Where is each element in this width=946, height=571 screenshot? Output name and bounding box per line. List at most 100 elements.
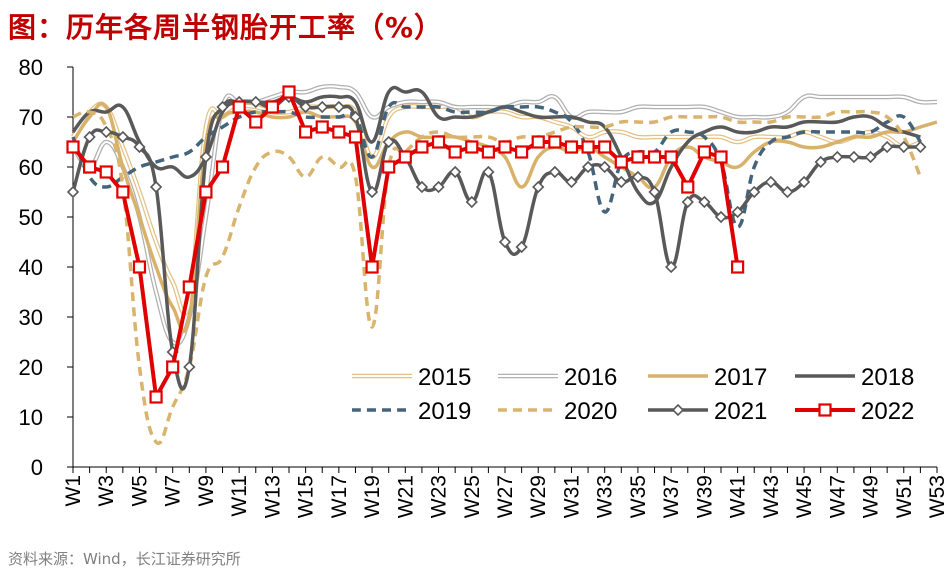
x-tick-label: W15 <box>295 475 318 518</box>
chart-title: 图：历年各周半钢胎开工率（%） <box>8 11 444 44</box>
series-2021-point <box>598 160 611 174</box>
series-2022 <box>66 85 745 404</box>
series-2021-point <box>814 155 827 169</box>
series-2021-point <box>365 185 379 199</box>
x-tick-label: W47 <box>826 475 849 518</box>
series-2021-point <box>781 185 794 199</box>
series-2022-point <box>415 140 429 154</box>
x-tick-label: W3 <box>95 475 118 507</box>
x-tick-label: W27 <box>494 475 517 518</box>
legend-label: 2020 <box>564 398 617 425</box>
series-2021-point <box>149 180 163 194</box>
legend-item-2017: 2017 <box>648 364 767 391</box>
series-2022-point <box>249 115 263 129</box>
x-tick-label: W41 <box>727 475 750 518</box>
y-tick-label: 30 <box>19 305 43 330</box>
series-2022-point <box>681 180 695 194</box>
legend-item-2015: 2015 <box>352 364 471 391</box>
series-2022-point <box>199 185 213 199</box>
series-2022-point <box>714 150 728 164</box>
series-2022-point <box>215 160 230 174</box>
series-2021-point <box>831 150 844 164</box>
series-2022-point <box>232 100 246 114</box>
y-tick-label: 0 <box>31 455 43 480</box>
series-2022-point <box>548 135 562 149</box>
series-2022-point <box>332 125 346 139</box>
series-2021-point <box>631 170 645 184</box>
series-2022-point <box>448 145 462 159</box>
legend-item-2019: 2019 <box>352 398 471 425</box>
series-2021-point <box>797 175 811 189</box>
series-2021-point <box>764 175 777 189</box>
legend-item-2016: 2016 <box>498 364 617 391</box>
series-2022-point <box>614 155 628 169</box>
series-2022-point <box>465 140 479 154</box>
series-2022-point <box>116 185 130 199</box>
series-2021-point <box>548 165 561 179</box>
series-2019-line <box>71 100 922 229</box>
x-tick-label: W7 <box>162 475 185 507</box>
series-2021-point <box>465 195 478 209</box>
series-2021-point <box>581 160 595 174</box>
x-tick-label: W23 <box>428 475 451 518</box>
series-2022-point <box>382 160 396 174</box>
series-2021-point <box>881 140 894 154</box>
source-note: 资料来源：Wind，长江证券研究所 <box>8 550 241 568</box>
series-2022-point <box>664 150 678 164</box>
series-2020 <box>72 109 923 446</box>
x-tick-label: W9 <box>195 475 218 507</box>
x-tick-label: W45 <box>793 475 816 518</box>
x-tick-label: W17 <box>328 475 351 518</box>
y-tick-label: 80 <box>19 55 43 80</box>
series-2021-point <box>316 100 329 114</box>
x-tick-label: W25 <box>461 475 484 518</box>
legend-label: 2018 <box>861 364 914 391</box>
series-2021-point <box>615 175 628 189</box>
x-tick-label: W19 <box>361 475 384 518</box>
legend-marker-2022 <box>818 403 832 417</box>
series-2021-point <box>847 150 861 164</box>
series-2021-point <box>349 110 362 124</box>
series-2021-point <box>648 185 661 199</box>
x-tick-label: W1 <box>62 475 85 507</box>
series-2021-point <box>498 235 512 249</box>
series-2022-point <box>265 100 279 114</box>
series-2021-point <box>681 195 694 209</box>
series-2021-point <box>897 140 910 154</box>
series-2019 <box>71 100 922 229</box>
series-2021-point <box>449 165 462 179</box>
x-tick-label: W35 <box>627 475 650 518</box>
series-2021-point <box>515 240 528 254</box>
y-tick-label: 10 <box>19 405 43 430</box>
legend-marker-2021 <box>671 403 685 417</box>
series-2022-point <box>581 140 595 154</box>
x-tick-label: W39 <box>693 475 716 518</box>
series-2021-point <box>332 100 345 114</box>
series-2021-point <box>698 195 711 209</box>
x-tick-label: W31 <box>560 475 583 518</box>
legend-label: 2019 <box>418 398 471 425</box>
series-2022-point <box>83 160 97 174</box>
series-2022-point <box>348 130 363 144</box>
x-tick-label: W49 <box>860 475 883 518</box>
series-2022-point <box>697 145 711 159</box>
legend-label: 2016 <box>564 364 617 391</box>
series-2021-point <box>133 140 146 154</box>
series-2022-point <box>315 120 329 134</box>
series-2022-point <box>398 150 412 164</box>
legend-label: 2021 <box>714 398 767 425</box>
series-2021-point <box>216 100 229 114</box>
series-2022-point <box>182 280 196 294</box>
series-2021-point <box>299 100 312 114</box>
series-2021-point <box>83 130 96 144</box>
series-2022-point <box>282 85 296 99</box>
legend-label: 2022 <box>861 398 914 425</box>
series-2022-point <box>731 260 745 274</box>
legend-item-2018: 2018 <box>795 364 914 391</box>
series-2022-point <box>598 140 612 154</box>
series-2021-point <box>249 95 262 109</box>
series-2021-point <box>731 205 744 219</box>
series-2021-point <box>532 180 545 194</box>
series-2022-point <box>531 135 545 149</box>
